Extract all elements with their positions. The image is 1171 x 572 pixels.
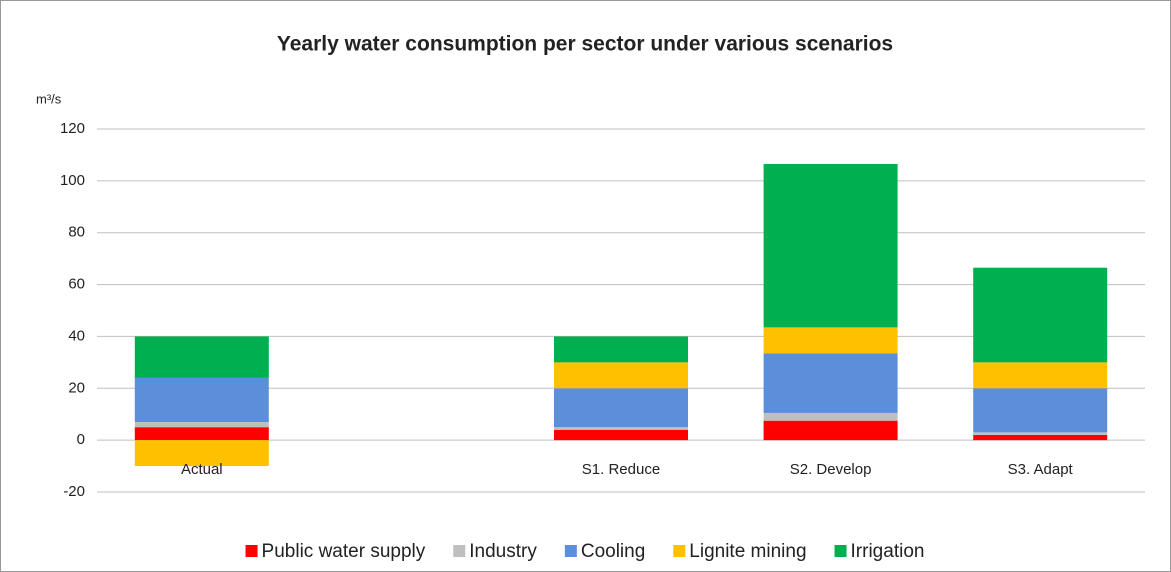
legend-label: Lignite mining [689, 541, 806, 562]
y-tick-label: 0 [77, 431, 85, 448]
bar-segment [554, 362, 688, 389]
bar-segment [763, 164, 898, 328]
x-tick-label: S3. Adapt [1008, 461, 1074, 478]
y-tick-label: -20 [63, 483, 85, 500]
bar-segment [134, 421, 269, 428]
legend-swatch [453, 545, 466, 557]
bar-segment [973, 362, 1108, 389]
y-tick-label: 100 [60, 172, 85, 189]
y-tick-label: 20 [68, 379, 85, 396]
y-tick-label: 40 [68, 327, 85, 344]
legend-label: Public water supply [262, 541, 426, 562]
bar-segment [973, 267, 1108, 363]
y-tick-label: 120 [60, 120, 85, 137]
y-tick-label: 60 [68, 276, 85, 293]
bar-segment [134, 377, 269, 422]
legend-swatch [673, 545, 686, 557]
bar-segment [973, 434, 1108, 441]
y-tick-label: 80 [68, 224, 85, 241]
legend-swatch [834, 545, 847, 557]
bar-segment [973, 388, 1108, 433]
legend-label: Industry [469, 541, 537, 562]
bar-segment [554, 427, 688, 430]
bar-segment [763, 420, 898, 441]
legend-label: Cooling [581, 541, 645, 562]
x-tick-label: S2. Develop [790, 461, 872, 478]
bar-segment [554, 429, 688, 441]
bar-segment [134, 336, 269, 378]
legend-swatch [245, 545, 258, 557]
bar-segment [134, 427, 269, 441]
bar-segment [134, 440, 269, 467]
bar-segment [763, 327, 898, 354]
x-tick-label: Actual [181, 461, 223, 478]
bar-segment [554, 388, 688, 428]
legend-label: Irrigation [851, 541, 925, 562]
chart-title: Yearly water consumption per sector unde… [277, 33, 893, 56]
y-axis-label: m³/s [36, 91, 62, 106]
bar-segment [554, 336, 688, 363]
legend-swatch [564, 545, 577, 557]
x-tick-label: S1. Reduce [582, 461, 660, 478]
bar-segment [763, 412, 898, 421]
bar-segment [763, 353, 898, 413]
bar-segment [973, 432, 1108, 435]
